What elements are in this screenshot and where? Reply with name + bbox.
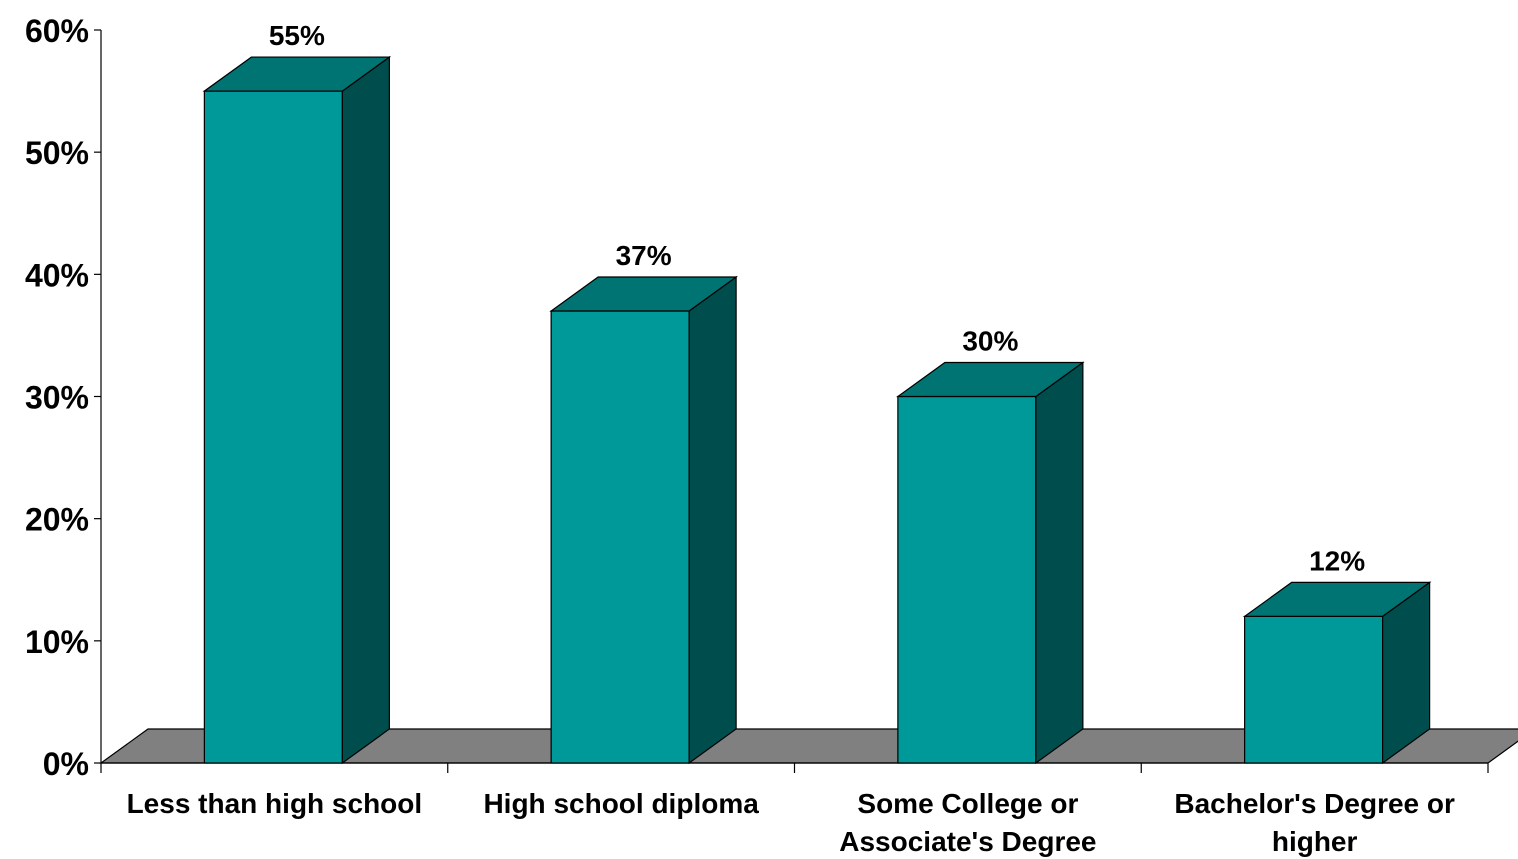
y-tick-label: 60% xyxy=(25,13,89,49)
x-category-label: High school diploma xyxy=(483,788,759,819)
bar-side xyxy=(341,55,390,765)
data-label: 37% xyxy=(616,240,672,271)
x-category-label: Some College or xyxy=(857,788,1078,819)
x-category-label: Associate's Degree xyxy=(839,826,1096,857)
y-tick-label: 20% xyxy=(25,502,89,538)
bar-top xyxy=(549,276,738,312)
data-label: 12% xyxy=(1309,545,1365,576)
data-label: 55% xyxy=(269,20,325,51)
bar-front xyxy=(897,395,1037,764)
y-tick-label: 0% xyxy=(43,746,89,782)
x-category-label: Bachelor's Degree or xyxy=(1174,788,1455,819)
y-tick-label: 40% xyxy=(25,257,89,293)
bar-side xyxy=(1035,361,1084,765)
bar-top xyxy=(202,56,392,92)
bar-top xyxy=(1242,581,1432,618)
bar-side xyxy=(688,275,737,765)
y-tick-label: 10% xyxy=(25,624,89,660)
x-category-label: Less than high school xyxy=(127,788,423,819)
bar-front xyxy=(550,310,690,764)
y-tick-label: 30% xyxy=(25,380,89,416)
x-category-label: higher xyxy=(1272,826,1358,857)
data-label: 30% xyxy=(962,326,1018,357)
bar-front xyxy=(1244,615,1384,764)
bar-front xyxy=(203,90,343,764)
y-tick-label: 50% xyxy=(25,135,89,171)
bar-top xyxy=(896,361,1085,398)
